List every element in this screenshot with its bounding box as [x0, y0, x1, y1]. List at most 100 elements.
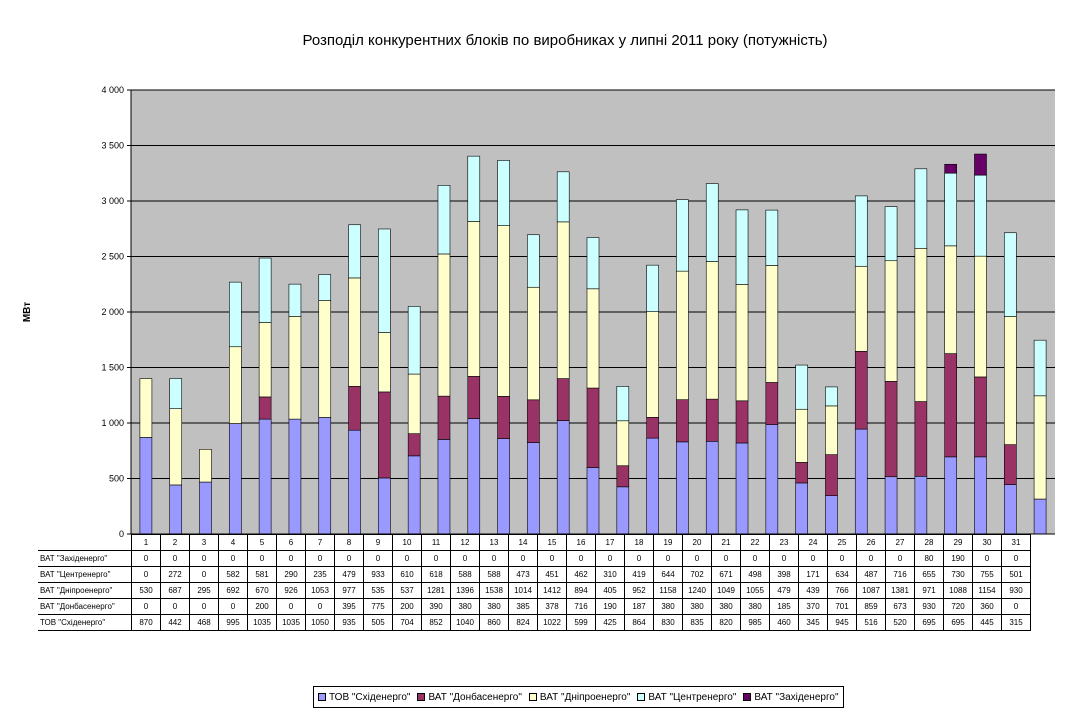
table-cell: 720 — [943, 597, 973, 615]
table-cell: 588 — [450, 565, 480, 583]
bar-segment — [854, 265, 868, 352]
bar-segment — [974, 456, 987, 535]
table-category-label: 25 — [827, 534, 857, 551]
y-tick-label: 3 500 — [101, 141, 124, 151]
table-row: ВАТ "Дніпроенерго" 530 687 295 692 670 926 1053… — [38, 581, 1031, 599]
bar-segment — [288, 283, 302, 317]
table-cell: 479 — [334, 565, 364, 583]
table-cell: 588 — [479, 565, 509, 583]
table-category-label: 22 — [740, 534, 770, 551]
bar-segment — [676, 270, 689, 400]
legend-item: ТОВ "Східенерго" — [318, 692, 410, 703]
table-category-label: 10 — [392, 534, 422, 551]
bar-segment — [944, 245, 957, 354]
table-cell: 1538 — [479, 581, 509, 599]
table-cell: 820 — [711, 613, 741, 631]
bar-segment — [229, 281, 242, 348]
table-cell: 0 — [160, 549, 190, 567]
table-cell: 0 — [189, 549, 219, 567]
bar-segment — [467, 376, 481, 419]
table-cell: 1035 — [276, 613, 306, 631]
table-category-label: 26 — [856, 534, 886, 551]
table-cell: 473 — [508, 565, 538, 583]
table-cell: 0 — [566, 549, 596, 567]
table-cell: 200 — [392, 597, 422, 615]
table-cell: 1281 — [421, 581, 451, 599]
table-cell: 1035 — [247, 613, 277, 631]
table-category-label: 4 — [218, 534, 248, 551]
table-cell: 864 — [624, 613, 654, 631]
table-cell: 0 — [363, 549, 393, 567]
table-cell: 0 — [740, 549, 770, 567]
bar-segment — [229, 423, 242, 535]
bar-segment — [139, 378, 153, 438]
table-row: ВАТ "Донбасенерго" 0 0 0 0 200 0 0 395 775 200 390 3… — [38, 597, 1031, 615]
bar-segment — [378, 332, 391, 393]
table-cell: 462 — [566, 565, 596, 583]
table-cell: 0 — [305, 597, 335, 615]
table-cell: 995 — [218, 613, 248, 631]
bar-segment — [199, 481, 212, 535]
table-row: ВАТ "Західенерго" 0 0 0 0 0 0 0 0 0 0 0 0 0 0 0 0 0 0 0 0 0 0 0… — [38, 549, 1031, 567]
bar-segment — [258, 396, 272, 420]
legend-label: ВАТ "Центренерго" — [648, 691, 737, 703]
table-cell: 0 — [334, 549, 364, 567]
table-cell: 425 — [595, 613, 625, 631]
bar-segment — [497, 160, 510, 226]
bar-segment — [378, 391, 391, 479]
table-cell: 380 — [653, 597, 683, 615]
table-cell: 516 — [856, 613, 886, 631]
table-cell: 445 — [972, 613, 1002, 631]
bar-segment — [884, 476, 898, 535]
bar-segment — [348, 277, 361, 387]
table-cell: 673 — [885, 597, 915, 615]
table-cell: 0 — [450, 549, 480, 567]
table-cell: 935 — [334, 613, 364, 631]
y-tick-label: 2 000 — [101, 307, 124, 317]
table-cell: 0 — [1001, 597, 1031, 615]
table-cell: 0 — [537, 549, 567, 567]
table-cell: 824 — [508, 613, 538, 631]
bar-segment — [437, 439, 451, 535]
bar-segment — [378, 228, 391, 333]
bar-segment — [705, 398, 719, 442]
table-cell: 1050 — [305, 613, 335, 631]
legend-swatch — [318, 693, 326, 701]
table-cell: 971 — [914, 581, 944, 599]
table-cell: 0 — [131, 565, 161, 583]
table-series-label: ВАТ "Дніпроенерго" — [38, 581, 132, 599]
table-cell: 692 — [218, 581, 248, 599]
table-cell: 498 — [740, 565, 770, 583]
y-tick-label: 0 — [119, 529, 124, 539]
legend-label: ВАТ "Дніпроенерго" — [539, 691, 631, 703]
bar-segment — [616, 386, 630, 422]
table-cell: 1240 — [682, 581, 712, 599]
table-cell: 0 — [972, 549, 1002, 567]
bar-segment — [258, 257, 272, 323]
bar-segment — [765, 209, 779, 266]
table-cell: 985 — [740, 613, 770, 631]
table-cell: 537 — [392, 581, 422, 599]
table-cell: 0 — [131, 597, 161, 615]
bar-segment — [825, 495, 838, 535]
legend-item: ВАТ "Донбасенерго" — [417, 692, 522, 703]
bar-segment — [1033, 395, 1047, 500]
table-cell: 290 — [276, 565, 306, 583]
table-cell: 200 — [247, 597, 277, 615]
table-cell: 235 — [305, 565, 335, 583]
y-tick-label: 2 500 — [101, 252, 124, 262]
table-cell: 730 — [943, 565, 973, 583]
legend-swatch — [743, 693, 752, 701]
table-cell: 171 — [798, 565, 828, 583]
bar-segment — [914, 247, 928, 402]
table-category-label: 12 — [450, 534, 480, 551]
table-category-label: 3 — [189, 534, 219, 551]
table-category-label: 11 — [421, 534, 451, 551]
table-cell: 0 — [856, 549, 886, 567]
bar-segment — [974, 174, 987, 257]
bar-segment — [1033, 498, 1047, 535]
table-cell: 272 — [160, 565, 190, 583]
bar-segment — [676, 441, 689, 535]
table-cell: 0 — [218, 549, 248, 567]
table-cell: 380 — [682, 597, 712, 615]
